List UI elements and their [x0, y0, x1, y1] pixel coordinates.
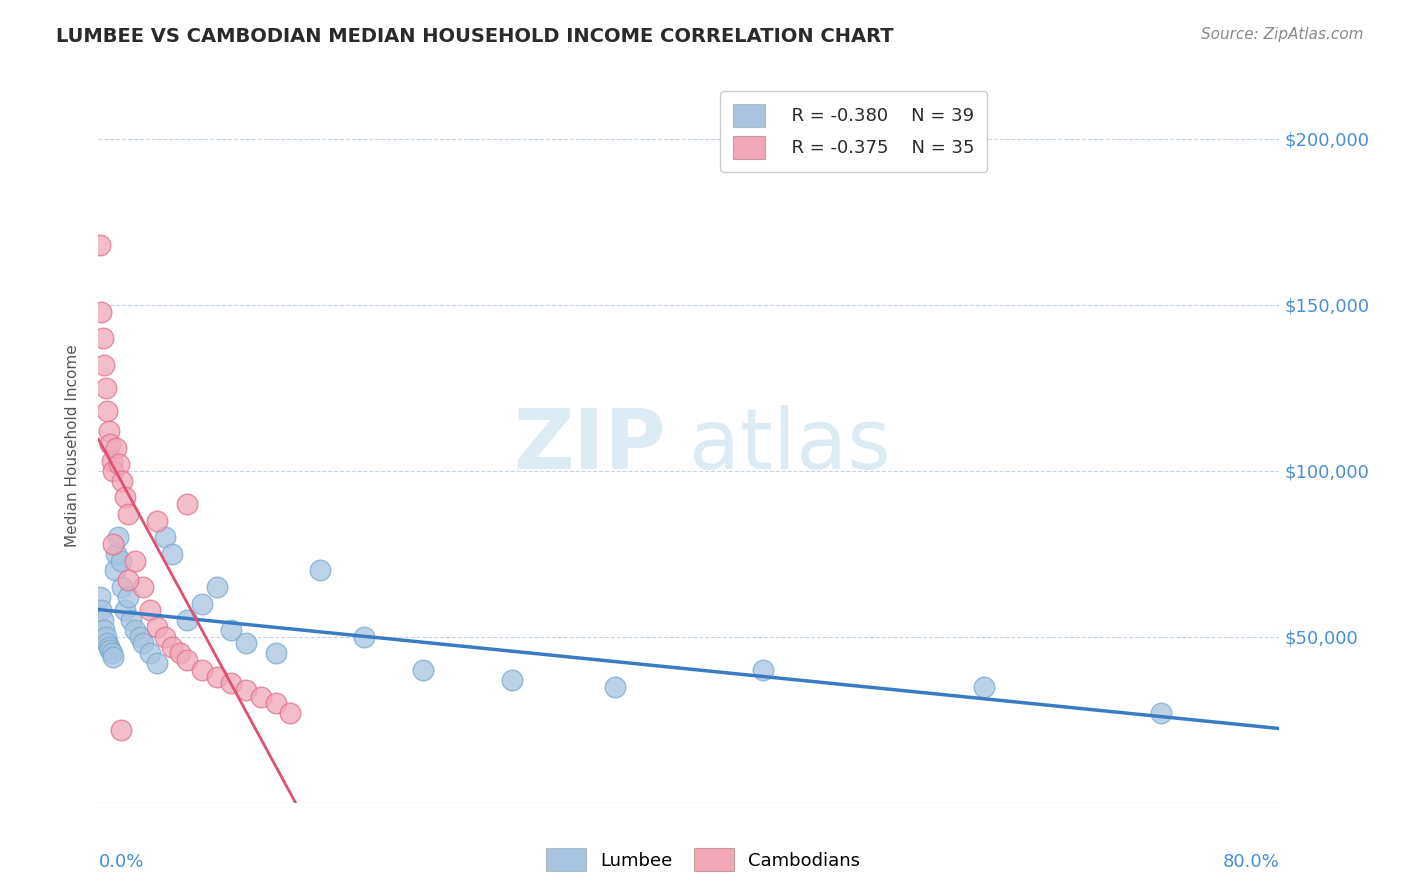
- Point: [221, 676, 243, 690]
- Point: [169, 647, 191, 661]
- Point: [132, 580, 155, 594]
- Text: 0.0%: 0.0%: [98, 853, 143, 871]
- Point: [250, 690, 273, 704]
- Point: [104, 564, 127, 578]
- Point: [111, 474, 134, 488]
- Point: [96, 404, 118, 418]
- Point: [124, 624, 146, 638]
- Point: [93, 358, 115, 372]
- Legend:   R = -0.380    N = 39,   R = -0.375    N = 35: R = -0.380 N = 39, R = -0.375 N = 35: [720, 91, 987, 172]
- Point: [605, 680, 627, 694]
- Y-axis label: Median Household Income: Median Household Income: [65, 344, 80, 548]
- Point: [128, 630, 150, 644]
- Point: [105, 547, 128, 561]
- Point: [90, 603, 112, 617]
- Point: [162, 547, 183, 561]
- Point: [114, 603, 136, 617]
- Point: [110, 723, 132, 737]
- Point: [108, 457, 131, 471]
- Point: [94, 630, 117, 644]
- Point: [114, 491, 136, 505]
- Point: [97, 640, 120, 654]
- Point: [153, 630, 176, 644]
- Point: [91, 613, 114, 627]
- Point: [1150, 706, 1173, 721]
- Point: [117, 574, 139, 588]
- Text: atlas: atlas: [689, 406, 890, 486]
- Point: [176, 497, 198, 511]
- Point: [91, 331, 114, 345]
- Point: [117, 590, 139, 604]
- Point: [89, 590, 111, 604]
- Point: [139, 603, 162, 617]
- Point: [235, 636, 257, 650]
- Text: 80.0%: 80.0%: [1223, 853, 1279, 871]
- Point: [98, 437, 121, 451]
- Point: [110, 553, 132, 567]
- Point: [191, 597, 214, 611]
- Point: [100, 647, 122, 661]
- Point: [162, 640, 183, 654]
- Point: [176, 653, 198, 667]
- Point: [191, 663, 214, 677]
- Point: [412, 663, 434, 677]
- Point: [89, 238, 111, 252]
- Point: [90, 304, 112, 318]
- Point: [117, 507, 139, 521]
- Point: [205, 580, 228, 594]
- Point: [221, 624, 243, 638]
- Point: [353, 630, 375, 644]
- Point: [96, 636, 118, 650]
- Point: [309, 564, 332, 578]
- Text: ZIP: ZIP: [513, 406, 665, 486]
- Point: [93, 624, 115, 638]
- Point: [146, 514, 169, 528]
- Point: [752, 663, 775, 677]
- Point: [146, 620, 169, 634]
- Point: [94, 381, 117, 395]
- Legend: Lumbee, Cambodians: Lumbee, Cambodians: [538, 841, 868, 879]
- Point: [153, 530, 176, 544]
- Point: [264, 647, 287, 661]
- Point: [103, 464, 125, 478]
- Text: LUMBEE VS CAMBODIAN MEDIAN HOUSEHOLD INCOME CORRELATION CHART: LUMBEE VS CAMBODIAN MEDIAN HOUSEHOLD INC…: [56, 27, 894, 45]
- Point: [100, 454, 122, 468]
- Point: [501, 673, 523, 687]
- Point: [132, 636, 155, 650]
- Point: [103, 537, 125, 551]
- Point: [98, 643, 121, 657]
- Point: [280, 706, 302, 721]
- Point: [139, 647, 162, 661]
- Point: [176, 613, 198, 627]
- Point: [107, 530, 129, 544]
- Point: [111, 580, 134, 594]
- Point: [264, 696, 287, 710]
- Point: [120, 613, 142, 627]
- Point: [973, 680, 995, 694]
- Text: Source: ZipAtlas.com: Source: ZipAtlas.com: [1201, 27, 1364, 42]
- Point: [235, 682, 257, 697]
- Point: [97, 424, 120, 438]
- Point: [146, 657, 169, 671]
- Point: [205, 670, 228, 684]
- Point: [124, 553, 146, 567]
- Point: [103, 649, 125, 664]
- Point: [105, 441, 128, 455]
